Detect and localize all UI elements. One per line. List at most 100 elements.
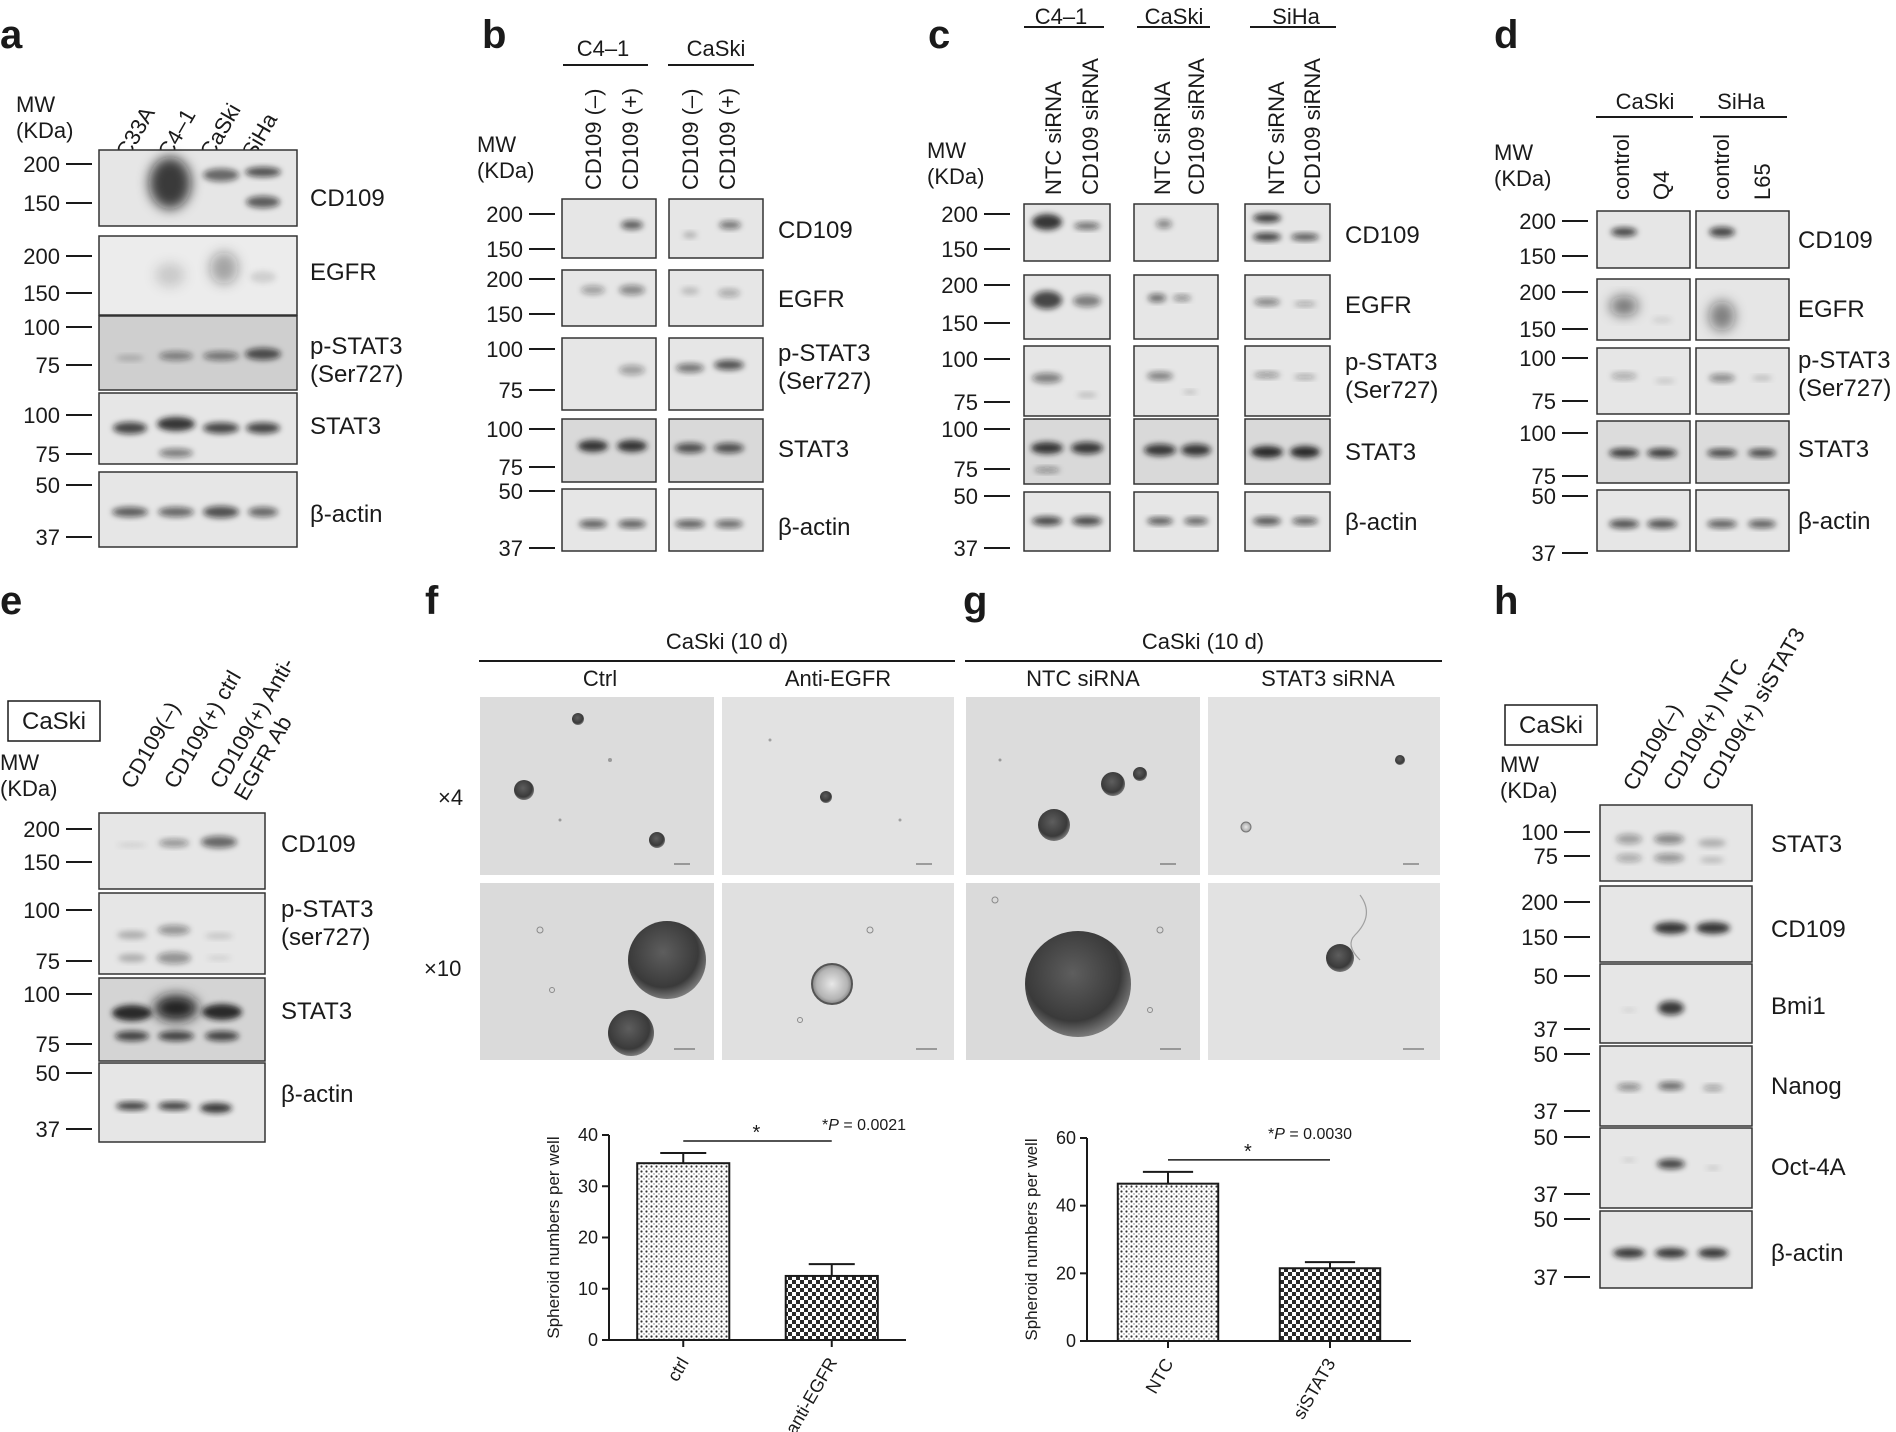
blot-label: CD109 (281, 831, 356, 858)
band (1032, 516, 1062, 526)
band (1032, 373, 1062, 383)
mw-tick-label: 200 (941, 273, 978, 298)
band (1032, 214, 1062, 230)
mw-tick-label: 50 (499, 479, 523, 504)
panel-a-blots: 200 150 CD109 200 150 EGFR 100 75 p-STAT3(Ser727… (23, 149, 403, 550)
mw-tick-label: 150 (1521, 925, 1558, 950)
blot-label: STAT3 (1798, 436, 1869, 463)
lane-label: CD109 siRNA (1078, 58, 1103, 195)
band (1291, 233, 1319, 241)
band (1616, 834, 1642, 844)
band (203, 422, 239, 434)
caski-box-label: CaSki (1519, 712, 1583, 739)
mw-tick-label: 50 (36, 473, 60, 498)
mw-tick-label: 50 (1534, 964, 1558, 989)
blot-label: β-actin (1798, 508, 1871, 535)
mw-tick-label: 100 (1519, 421, 1556, 446)
blot-row-d-2: 100 75 p-STAT3(Ser727) (1519, 346, 1891, 415)
band (207, 955, 231, 961)
lane-label: CD109 (–) (581, 89, 606, 190)
y-tick-label: 20 (1056, 1263, 1076, 1283)
band (1647, 448, 1677, 458)
band (1077, 392, 1097, 398)
lane-label: L65 (1750, 163, 1775, 200)
band (714, 360, 744, 370)
band (1652, 317, 1672, 323)
band (113, 422, 147, 434)
band (1144, 444, 1176, 456)
band (245, 167, 281, 177)
blot-row-b-2: 100 75 p-STAT3(Ser727) (486, 337, 871, 411)
p-value-prefix: * (822, 1117, 828, 1134)
band (1072, 516, 1102, 526)
mw-tick-label: 100 (23, 898, 60, 923)
blot-frame (561, 269, 657, 327)
mw-tick-label: 100 (486, 417, 523, 442)
panel-d-header: CaSki SiHa control Q4 control L65 (1596, 89, 1787, 200)
band (1655, 378, 1675, 384)
band (1034, 467, 1060, 473)
mw-label-e: MW(KDa) (0, 750, 57, 801)
band (159, 351, 193, 361)
micrograph-f-ctrl-x10 (480, 883, 714, 1060)
column-label: Ctrl (583, 666, 617, 691)
band (1709, 227, 1735, 237)
p-value-prefix: * (1268, 1126, 1274, 1143)
mw-tick-label: 200 (1521, 890, 1558, 915)
column-label: STAT3 siRNA (1261, 666, 1395, 691)
band (1074, 222, 1100, 230)
mw-tick-label: 75 (499, 378, 523, 403)
band (715, 520, 743, 528)
band (1622, 1158, 1636, 1162)
blot-label: STAT3 (281, 998, 352, 1025)
y-tick-label: 0 (1066, 1331, 1076, 1351)
band (1610, 296, 1638, 316)
blot-label: β-actin (281, 1081, 354, 1108)
micrograph-f-ctrl-x4 (480, 697, 714, 875)
band (681, 287, 699, 295)
micrographs (480, 697, 1440, 1060)
blot-row-e-3: 50 37 β-actin (36, 1061, 354, 1143)
band (115, 1031, 149, 1041)
significance-star: * (1244, 1141, 1252, 1163)
blot-frame (561, 488, 657, 552)
band (617, 440, 647, 452)
panel-c-blots: 200150CD109200150EGFR10075p-STAT3(Ser727… (941, 202, 1438, 561)
band (1294, 301, 1316, 307)
band (1658, 1001, 1684, 1015)
blot-label: p-STAT3 (1345, 349, 1437, 376)
mw-label-h: MW(KDa) (1500, 752, 1557, 803)
y-axis-label: Spheroid numbers per well (544, 1136, 563, 1338)
mw-label-line: MW (1494, 140, 1533, 165)
blot-label: STAT3 (310, 413, 381, 440)
blot-row-e-1: 100 75 p-STAT3(ser727) (23, 892, 373, 975)
blot-label: Oct-4A (1771, 1154, 1846, 1181)
column-label: Anti-EGFR (785, 666, 891, 691)
blot-row-c-1: 200 150 EGFR (941, 273, 1412, 340)
lane-label: NTC siRNA (1150, 81, 1175, 195)
mw-tick-label: 37 (36, 1117, 60, 1142)
y-tick-label: 60 (1056, 1128, 1076, 1148)
band (676, 363, 704, 373)
x-tick-label: ctrl (663, 1354, 692, 1385)
band (1616, 854, 1642, 862)
mw-tick-label: 100 (23, 315, 60, 340)
blot-frame (561, 198, 657, 259)
mw-tick-label: 150 (1519, 244, 1556, 269)
blot-row-h-1: 200 150 CD109 (1521, 885, 1846, 963)
magnification-label: ×4 (438, 785, 463, 810)
band (158, 1031, 194, 1041)
band (1617, 1083, 1641, 1091)
blot-row-b-0: 200 150 CD109 (486, 198, 853, 262)
blot-row-d-1: 200 150 EGFR (1519, 278, 1865, 342)
panel-b-header: C4–1 CaSki CD109 (–) CD109 (+) CD109 (–) CD10… (563, 36, 754, 190)
band (245, 348, 281, 360)
blot-row-a-4: 50 37 β-actin (36, 471, 383, 550)
mw-tick-label: 100 (941, 417, 978, 442)
band (1254, 298, 1280, 306)
caski-box-h: CaSki (1504, 704, 1598, 746)
mw-label-line: (KDa) (1500, 778, 1557, 803)
band (1657, 1159, 1685, 1169)
micrograph-f-anti-egfr-x10 (722, 883, 954, 1060)
